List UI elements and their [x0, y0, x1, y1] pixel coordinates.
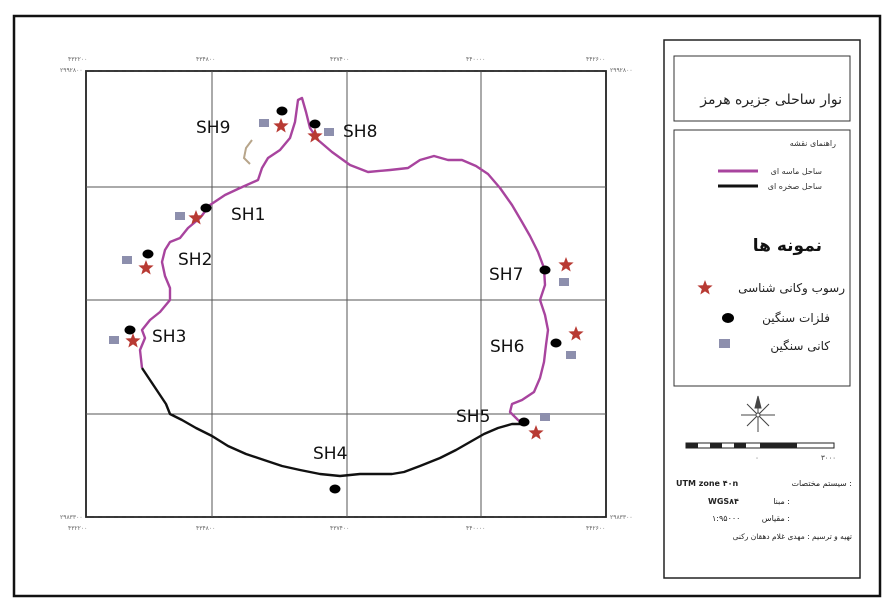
- info-coordinate-label: سیستم مختصات :: [791, 479, 852, 488]
- svg-text:۴۳۷۴۰۰: ۴۳۷۴۰۰: [330, 56, 349, 63]
- svg-text:۴۴۰۰۰۰: ۴۴۰۰۰۰: [466, 525, 485, 532]
- legend-star-label: رسوب وکانی شناسی: [738, 281, 845, 296]
- heavy-mineral-square-sh1: [175, 212, 185, 220]
- legend-title: راهنمای نقشه: [790, 139, 836, 148]
- info-datum-value: WGS۸۴: [708, 497, 739, 506]
- svg-text:۲۹۸۳۳۰۰: ۲۹۸۳۳۰۰: [610, 514, 633, 521]
- svg-text:۲۹۹۲۸۰۰: ۲۹۹۲۸۰۰: [610, 67, 633, 74]
- station-symbols: [109, 106, 584, 494]
- heavy-metal-dot-sh2: [142, 249, 154, 259]
- sandy-coastline: [138, 96, 550, 425]
- station-label-sh6: SH6: [490, 337, 524, 357]
- coordinate-labels: ۲۹۹۲۸۰۰ ۲۹۸۳۳۰۰ ۲۹۹۲۸۰۰ ۲۹۸۳۳۰۰ ۴۳۲۲۰۰ ۴…: [60, 56, 633, 532]
- svg-text:۴۳۴۸۰۰: ۴۳۴۸۰۰: [196, 56, 215, 63]
- title-box: [673, 55, 851, 122]
- station-label-sh4: SH4: [313, 444, 347, 464]
- heavy-mineral-square-sh3: [109, 336, 119, 344]
- station-label-sh8: SH8: [343, 122, 377, 142]
- heavy-mineral-square-sh7: [559, 278, 569, 286]
- legend-square-icon: [719, 339, 730, 348]
- samples-title: نمونه ها: [753, 236, 822, 256]
- sediment-star-sh8: [307, 128, 323, 143]
- scale-bar: [685, 442, 835, 449]
- svg-text:۲۹۸۳۳۰۰: ۲۹۸۳۳۰۰: [60, 514, 83, 521]
- sediment-star-sh7: [558, 257, 574, 272]
- frame-ticks: [86, 70, 606, 518]
- legend-rocky-label: ساحل صخره ای: [768, 182, 823, 191]
- legend-star-icon: [697, 280, 713, 295]
- map-info: UTM zone ۴۰n سیستم مختصات : WGS۸۴ مبنا :…: [676, 479, 852, 541]
- svg-text:۴۴۰۰۰۰: ۴۴۰۰۰۰: [466, 56, 485, 63]
- heavy-metal-dot-sh1: [200, 203, 212, 213]
- heavy-metal-dot-sh3: [124, 325, 136, 335]
- station-label-sh5: SH5: [456, 407, 490, 427]
- svg-text:۲۹۹۲۸۰۰: ۲۹۹۲۸۰۰: [60, 67, 83, 74]
- legend-square-label: کانی سنگین: [770, 339, 830, 354]
- inlet-outline: [242, 139, 253, 165]
- map-title: نوار ساحلی جزیره هرمز: [699, 92, 842, 108]
- legend-sandy-label: ساحل ماسه ای: [771, 167, 823, 176]
- svg-text:۴۴۲۶۰۰: ۴۴۲۶۰۰: [586, 525, 605, 532]
- sediment-star-sh1: [188, 210, 204, 225]
- scale-end: ۳۰۰۰: [821, 454, 836, 462]
- info-scale-value: ۱:۹۵۰۰۰: [712, 514, 740, 523]
- station-label-sh7: SH7: [489, 265, 523, 285]
- sediment-star-sh2: [138, 260, 154, 275]
- legend-dot-icon: [722, 313, 734, 323]
- info-coordinate-value: UTM zone ۴۰n: [676, 479, 739, 488]
- info-scale-label: مقیاس :: [762, 514, 790, 523]
- north-arrow-icon: [741, 395, 775, 432]
- heavy-mineral-square-sh8: [324, 128, 334, 136]
- station-label-sh2: SH2: [178, 250, 212, 270]
- heavy-mineral-square-sh5: [540, 413, 550, 421]
- svg-text:۴۳۴۸۰۰: ۴۳۴۸۰۰: [196, 525, 215, 532]
- heavy-mineral-square-sh9: [259, 119, 269, 127]
- station-label-sh9: SH9: [196, 118, 230, 138]
- heavy-metal-dot-sh7: [539, 265, 551, 275]
- heavy-mineral-square-sh2: [122, 256, 132, 264]
- heavy-metal-dot-sh9: [276, 106, 288, 116]
- scale-start: ۰: [755, 454, 759, 462]
- svg-text:۴۳۲۲۰۰: ۴۳۲۲۰۰: [68, 56, 87, 63]
- heavy-mineral-square-sh6: [566, 351, 576, 359]
- svg-text:۴۳۷۴۰۰: ۴۳۷۴۰۰: [330, 525, 349, 532]
- rocky-coastline: [141, 367, 524, 478]
- heavy-metal-dot-sh6: [550, 338, 562, 348]
- map-frame: [85, 70, 607, 518]
- station-label-sh3: SH3: [152, 327, 186, 347]
- heavy-metal-dot-sh4: [329, 484, 341, 494]
- svg-text:۴۳۲۲۰۰: ۴۳۲۲۰۰: [68, 525, 87, 532]
- sediment-star-sh6: [568, 326, 584, 341]
- heavy-metal-dot-sh5: [518, 417, 530, 427]
- info-datum-label: مبنا :: [773, 497, 790, 506]
- sediment-star-sh9: [273, 118, 289, 133]
- sediment-star-sh3: [125, 333, 141, 348]
- station-label-sh1: SH1: [231, 205, 265, 225]
- svg-text:۴۴۲۶۰۰: ۴۴۲۶۰۰: [586, 56, 605, 63]
- legend-box: [673, 129, 851, 387]
- info-credit: تهیه و ترسیم : مهدی غلام دهقان رکنی: [733, 532, 852, 541]
- sediment-star-sh5: [528, 425, 544, 440]
- legend-dot-label: فلزات سنگین: [762, 311, 830, 326]
- heavy-metal-dot-sh8: [309, 119, 321, 129]
- station-labels: SH9 SH8 SH1 SH2 SH7 SH3 SH6 SH5 SH4: [152, 118, 524, 464]
